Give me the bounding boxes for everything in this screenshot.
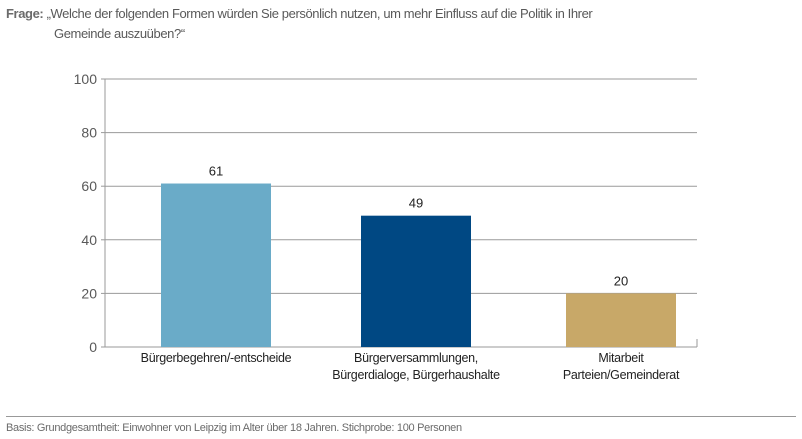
data-label: 49 <box>409 196 423 211</box>
x-tick-label: Parteien/Gemeinderat <box>563 368 680 382</box>
bar <box>566 293 676 347</box>
bar <box>161 183 271 347</box>
data-label: 61 <box>209 164 223 179</box>
x-tick-label: Mitarbeit <box>598 351 644 365</box>
question: Frage: „Welche der folgenden Formen würd… <box>6 4 593 44</box>
bar <box>361 215 471 347</box>
y-tick-label: 40 <box>81 232 97 248</box>
question-label: Frage: <box>6 6 44 21</box>
y-tick-label: 20 <box>81 285 97 301</box>
x-tick-label: Bürgerversammlungen, <box>354 351 478 365</box>
x-tick-label: Bürgerdialoge, Bürgerhaushalte <box>332 368 500 382</box>
data-label: 20 <box>614 273 628 288</box>
x-tick-label: Bürgerbegehren/-entscheide <box>141 351 292 365</box>
footer-note: Basis: Grundgesamtheit: Einwohner von Le… <box>6 422 462 434</box>
footer-divider <box>6 416 796 417</box>
y-tick-label: 60 <box>81 178 97 194</box>
y-tick-label: 80 <box>81 125 97 141</box>
question-line2: Gemeinde auszuüben?“ <box>54 26 185 41</box>
question-line1: „Welche der folgenden Formen würden Sie … <box>46 6 593 21</box>
y-tick-label: 0 <box>89 339 97 355</box>
y-tick-label: 100 <box>74 71 98 87</box>
